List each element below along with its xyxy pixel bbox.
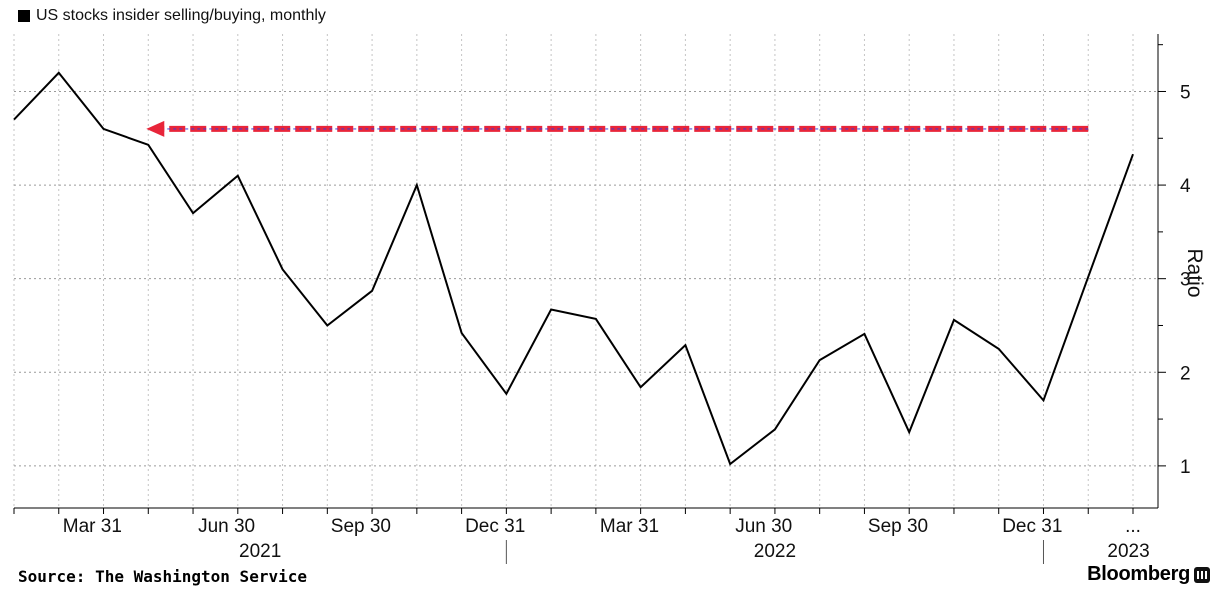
x-tick-label: Sep 30 xyxy=(331,516,391,537)
legend-swatch xyxy=(18,10,30,22)
y-tick-label: 3 xyxy=(1180,270,1191,291)
brand-name: Bloomberg xyxy=(1087,563,1190,585)
annotation-layer xyxy=(146,120,1089,137)
line-layer xyxy=(13,71,1134,466)
source-note: Source: The Washington Service xyxy=(18,567,307,586)
grid-layer xyxy=(13,34,1158,508)
brand-logo: Bloomberg xyxy=(1087,563,1210,586)
chart-title-row: US stocks insider selling/buying, monthl… xyxy=(18,7,326,25)
x-tick-label: Mar 31 xyxy=(63,516,122,537)
chart-title: US stocks insider selling/buying, monthl… xyxy=(36,7,326,24)
y-axis-title: Ratio xyxy=(1183,248,1206,297)
x-tick-label: Dec 31 xyxy=(465,516,525,537)
x-tick-label: Mar 31 xyxy=(600,516,659,537)
year-label: 2022 xyxy=(754,541,796,562)
annotation-arrow-head xyxy=(146,120,165,137)
x-tick-label: Jun 30 xyxy=(735,516,792,537)
x-tick-label: Jun 30 xyxy=(198,516,255,537)
x-tick-label: Dec 31 xyxy=(1002,516,1062,537)
year-label: 2021 xyxy=(239,541,281,562)
y-tick-label: 1 xyxy=(1180,457,1191,478)
axis-layer: 1 2 3 4 5 Ratio Mar 31 Jun 30 Sep 30 Dec 31 Mar 31… xyxy=(13,34,1206,564)
x-tick-label: ... xyxy=(1125,516,1141,537)
year-label: 2023 xyxy=(1107,541,1149,562)
y-tick-label: 4 xyxy=(1180,176,1191,197)
x-tick-label: Sep 30 xyxy=(868,516,928,537)
y-tick-label: 5 xyxy=(1180,82,1191,103)
series-line xyxy=(13,71,1134,466)
bloomberg-terminal-icon xyxy=(1194,566,1210,583)
y-tick-label: 2 xyxy=(1180,363,1191,384)
